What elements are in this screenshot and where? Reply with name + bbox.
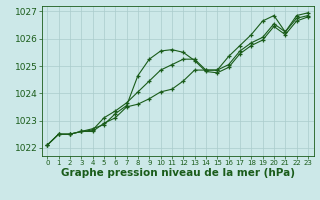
X-axis label: Graphe pression niveau de la mer (hPa): Graphe pression niveau de la mer (hPa)	[60, 168, 295, 178]
